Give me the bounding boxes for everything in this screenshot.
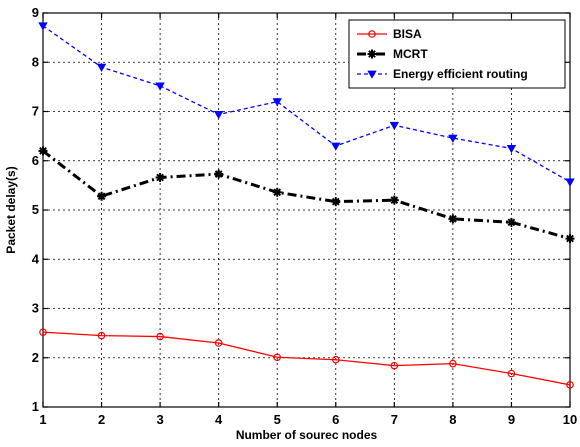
data-point-mcrt: [38, 146, 48, 156]
data-point-energy-efficient-routing: [38, 22, 48, 31]
data-point-bisa: [449, 359, 457, 368]
legend: BISA MCRT Energy efficient routing: [348, 19, 566, 89]
x-tick-label: 6: [332, 412, 339, 427]
data-point-energy-efficient-routing: [96, 63, 107, 72]
x-tick-label: 1: [39, 412, 46, 427]
data-point-mcrt: [565, 234, 575, 244]
x-tick-label: 9: [508, 412, 515, 427]
y-tick-label: 4: [32, 251, 40, 266]
x-tick-label: 2: [98, 412, 105, 427]
x-tick-label: 8: [449, 412, 456, 427]
data-point-mcrt: [448, 214, 458, 224]
data-point-mcrt: [331, 197, 341, 207]
data-point-mcrt: [155, 172, 165, 182]
x-tick-label: 7: [391, 412, 398, 427]
legend-label-bisa: BISA: [393, 27, 422, 41]
data-point-bisa: [273, 353, 282, 362]
legend-label-mcrt: MCRT: [393, 47, 428, 61]
legend-label-energy-efficient-routing: Energy efficient routing: [393, 67, 528, 81]
series-line-energy-efficient-routing: [42, 25, 571, 183]
x-axis-label: Number of sourec nodes: [236, 428, 378, 442]
data-point-bisa: [331, 355, 340, 364]
data-point-energy-efficient-routing: [565, 178, 575, 187]
series-line-mcrt: [42, 149, 571, 241]
x-tick-label: 3: [156, 412, 163, 427]
x-tick-label: 10: [563, 412, 577, 427]
data-point-energy-efficient-routing: [155, 82, 165, 91]
data-point-bisa: [39, 328, 47, 336]
y-tick-label: 8: [32, 54, 39, 69]
series-group: [38, 22, 575, 389]
data-point-energy-efficient-routing: [448, 134, 458, 143]
axis-ticks: 1 2 3 4 5 6 7 8 9 10 1 2 3 4 5 6 7 8 9: [32, 5, 577, 427]
data-point-energy-efficient-routing: [213, 111, 224, 120]
series-energy-efficient-routing: [38, 22, 575, 187]
y-axis-label: Packet delay(s): [4, 166, 18, 253]
y-tick-label: 7: [32, 104, 39, 119]
data-point-bisa: [97, 331, 106, 340]
legend-marker-mcrt: [367, 49, 377, 59]
y-tick-label: 3: [32, 301, 39, 316]
y-tick-label: 5: [32, 202, 39, 217]
data-point-mcrt: [214, 169, 224, 179]
data-point-bisa: [566, 381, 574, 389]
data-point-energy-efficient-routing: [331, 142, 341, 151]
data-point-bisa: [390, 361, 399, 370]
data-point-energy-efficient-routing: [272, 98, 282, 107]
data-point-bisa: [156, 332, 164, 341]
series-line-bisa: [42, 331, 571, 386]
legend-marker-bisa: [368, 30, 376, 38]
data-point-mcrt: [97, 191, 107, 201]
legend-marker-energy-efficient-routing: [367, 70, 377, 79]
y-tick-label: 2: [32, 350, 39, 365]
series-bisa: [39, 328, 574, 389]
series-mcrt: [38, 146, 575, 244]
data-point-bisa: [214, 339, 223, 347]
x-tick-label: 5: [274, 412, 281, 427]
x-tick-label: 4: [215, 412, 223, 427]
y-tick-label: 1: [32, 399, 39, 414]
data-point-mcrt: [272, 187, 282, 197]
data-point-energy-efficient-routing: [506, 145, 517, 154]
data-point-bisa: [507, 369, 516, 378]
data-point-mcrt: [506, 217, 516, 227]
data-point-mcrt: [389, 195, 399, 205]
y-tick-label: 6: [32, 153, 39, 168]
y-tick-label: 9: [32, 5, 39, 20]
data-point-energy-efficient-routing: [389, 121, 400, 131]
